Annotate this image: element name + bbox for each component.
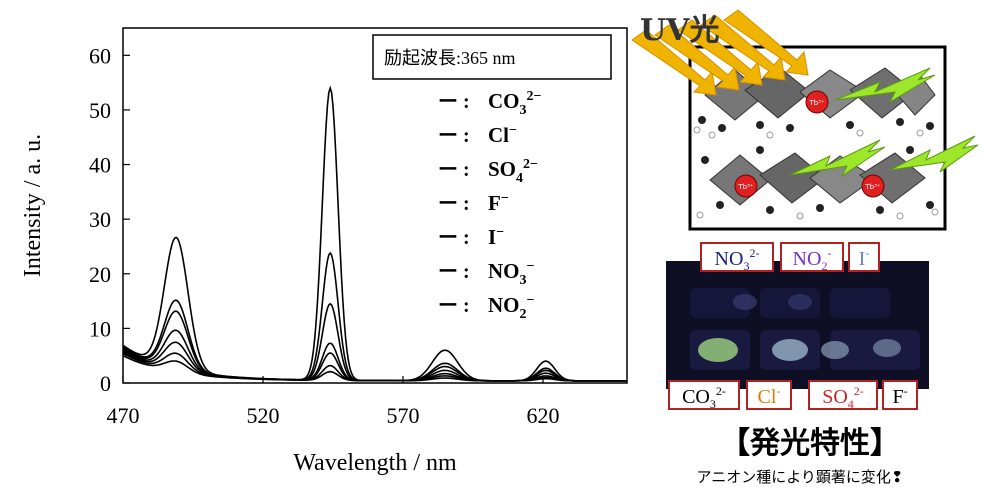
label-no2: NO2- — [780, 242, 844, 273]
y-tick-label-30: 30 — [89, 207, 111, 232]
uv-label: UV光 — [640, 13, 719, 48]
x-tick-label-570: 570 — [387, 403, 420, 428]
svg-text:Tb³⁺: Tb³⁺ — [808, 99, 825, 107]
legend-prefix-5: ー : — [438, 261, 470, 283]
y-axis-label: Intensity / a. u. — [20, 134, 46, 277]
label-f: F- — [882, 380, 918, 410]
svg-text:Tb³⁺: Tb³⁺ — [737, 183, 754, 191]
legend-prefix-0: ー : — [438, 91, 470, 113]
x-axis-label: Wavelength / nm — [293, 450, 457, 476]
x-tick-label-620: 620 — [527, 403, 560, 428]
legend-prefix-3: ー : — [438, 193, 470, 215]
label-cl: Cl- — [746, 380, 792, 410]
tb-ion-2: Tb³⁺ — [734, 174, 758, 198]
y-tick-label-0: 0 — [100, 371, 111, 396]
annotation-text: 励起波長:365 nm — [384, 48, 516, 68]
legend-prefix-1: ー : — [438, 125, 470, 147]
y-tick-label-60: 60 — [89, 43, 111, 68]
legend-prefix-6: ー : — [438, 295, 470, 317]
svg-text:Tb³⁺: Tb³⁺ — [864, 183, 881, 191]
luminescence-title: 【発光特性】 — [720, 426, 900, 461]
label-so4: SO42- — [808, 380, 878, 411]
series-line-6 — [122, 354, 627, 382]
y-tick-label-50: 50 — [89, 98, 111, 123]
sample-wells — [690, 288, 920, 370]
hydrogen-dots — [693, 126, 939, 220]
legend-prefix-4: ー : — [438, 227, 470, 249]
x-tick-label-520: 520 — [247, 403, 280, 428]
y-tick-label-20: 20 — [89, 262, 111, 287]
y-tick-label-10: 10 — [89, 316, 111, 341]
atom-dots — [698, 116, 934, 214]
y-tick-label-40: 40 — [89, 153, 111, 178]
x-tick-label-470: 470 — [107, 403, 140, 428]
tb-ion-1: Tb³⁺ — [805, 90, 829, 114]
plot-frame — [122, 27, 628, 384]
uv-arrows — [631, 9, 809, 96]
label-i: I- — [848, 242, 880, 272]
annotation-box — [372, 34, 612, 80]
legend-prefix-2: ー : — [438, 159, 470, 181]
label-co3: CO32- — [668, 380, 740, 411]
emission-bolts — [789, 67, 979, 178]
label-no3: NO32- — [700, 242, 774, 273]
luminescence-subtitle: アニオン種により顕著に変化❢ — [696, 468, 904, 486]
tb-ion-3: Tb³⁺ — [861, 174, 885, 198]
